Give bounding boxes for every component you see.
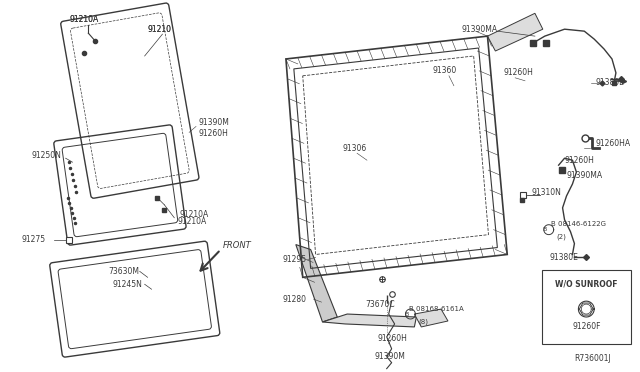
Text: B 08146-6122G: B 08146-6122G	[550, 221, 605, 227]
Polygon shape	[414, 309, 448, 327]
Text: 91210A: 91210A	[70, 15, 99, 24]
Text: B 08168-6161A: B 08168-6161A	[410, 306, 464, 312]
Text: 91360: 91360	[432, 66, 456, 76]
Polygon shape	[488, 13, 543, 51]
Text: B: B	[404, 311, 408, 317]
FancyBboxPatch shape	[542, 270, 631, 344]
Text: 91260H: 91260H	[199, 129, 229, 138]
Text: 91210A: 91210A	[177, 217, 207, 226]
Text: 91390M: 91390M	[199, 118, 230, 127]
Text: 91310N: 91310N	[532, 189, 562, 198]
Text: 91250N: 91250N	[31, 151, 61, 160]
Text: 91260H: 91260H	[378, 334, 408, 343]
Text: W/O SUNROOF: W/O SUNROOF	[555, 280, 618, 289]
Polygon shape	[323, 314, 417, 327]
Text: (2): (2)	[557, 233, 566, 240]
Text: 91245N: 91245N	[112, 280, 142, 289]
Text: 91390M: 91390M	[375, 352, 406, 361]
Polygon shape	[296, 244, 337, 322]
Text: 91260HA: 91260HA	[595, 139, 630, 148]
Text: 91210A: 91210A	[179, 210, 209, 219]
Text: 91390MA: 91390MA	[462, 25, 498, 34]
Text: 91260H: 91260H	[564, 156, 595, 165]
Text: 91306: 91306	[342, 144, 367, 153]
Text: 91210: 91210	[148, 25, 172, 34]
Text: (8): (8)	[419, 319, 428, 325]
Text: 91260H: 91260H	[503, 68, 533, 77]
Text: 91380E: 91380E	[595, 78, 624, 87]
Text: 91280: 91280	[283, 295, 307, 304]
Text: 91210: 91210	[148, 25, 172, 34]
Text: 91210A: 91210A	[70, 15, 99, 24]
Text: B: B	[543, 227, 547, 232]
Text: FRONT: FRONT	[223, 241, 252, 250]
Text: 73630M: 73630M	[108, 267, 139, 276]
Text: 91295: 91295	[283, 255, 307, 264]
Text: 73670C: 73670C	[365, 299, 395, 309]
Text: R736001J: R736001J	[575, 354, 611, 363]
Text: 91390MA: 91390MA	[566, 171, 603, 180]
Text: 91380E: 91380E	[550, 253, 579, 262]
Text: 91275: 91275	[21, 235, 45, 244]
Text: 91260F: 91260F	[572, 323, 600, 331]
